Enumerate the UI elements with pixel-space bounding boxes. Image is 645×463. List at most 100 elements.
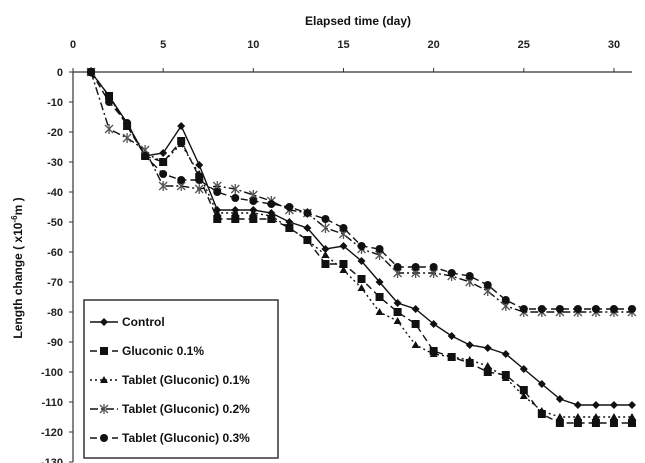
legend-item: Gluconic 0.1% xyxy=(90,344,204,358)
legend-swatch-marker xyxy=(100,376,108,383)
data-point xyxy=(573,413,582,420)
data-point xyxy=(375,308,384,315)
y-tick-label: -40 xyxy=(47,187,63,199)
y-tick-label: -60 xyxy=(47,247,63,259)
data-point xyxy=(537,305,546,313)
y-tick-label: -100 xyxy=(41,367,63,379)
data-point xyxy=(213,209,222,216)
legend-label: Tablet (Gluconic) 0.1% xyxy=(122,373,250,387)
data-point xyxy=(158,181,168,191)
y-axis-ticks: 0 -10 -20 -30 -40 -50 -60 -70 -80 -90 -100 -110 -120… xyxy=(41,67,73,463)
data-point xyxy=(519,386,528,394)
data-point xyxy=(339,224,348,232)
legend: Control Gluconic 0.1% Tablet (Gluconic) 0.… xyxy=(83,299,279,459)
data-point xyxy=(357,242,366,250)
data-point xyxy=(230,184,240,194)
data-point xyxy=(339,266,348,273)
data-point xyxy=(357,275,366,283)
data-point xyxy=(628,305,636,313)
y-axis-title-main: Length change ( x10 xyxy=(11,222,25,338)
data-point xyxy=(573,419,582,427)
y-tick-label: -50 xyxy=(47,217,63,229)
data-point xyxy=(105,98,114,106)
data-point xyxy=(159,170,168,178)
data-point xyxy=(483,368,492,376)
data-point xyxy=(195,176,204,184)
data-point xyxy=(194,184,204,194)
y-tick-label: -120 xyxy=(41,427,63,439)
data-point xyxy=(177,176,186,184)
data-point xyxy=(267,200,276,208)
data-point xyxy=(285,224,294,231)
legend-swatch-marker xyxy=(99,404,109,414)
legend-label: Tablet (Gluconic) 0.3% xyxy=(122,431,250,445)
data-point xyxy=(159,149,168,157)
data-point xyxy=(321,260,330,268)
data-point xyxy=(411,305,420,313)
data-point xyxy=(123,119,132,127)
data-point xyxy=(465,356,474,363)
y-tick-label: -20 xyxy=(47,127,63,139)
data-point xyxy=(321,215,330,223)
data-point xyxy=(519,365,528,373)
y-axis-title: Length change ( x10-6m ) xyxy=(10,197,25,338)
data-point xyxy=(501,350,510,358)
legend-label: Control xyxy=(122,315,165,329)
data-point xyxy=(375,293,384,301)
plot-frame xyxy=(72,71,632,462)
data-point xyxy=(375,278,384,286)
data-point xyxy=(573,401,582,409)
data-point xyxy=(195,161,204,169)
data-point xyxy=(447,332,456,340)
data-point xyxy=(231,209,240,216)
legend-swatch-marker xyxy=(100,347,108,355)
x-tick-label: 5 xyxy=(160,39,166,51)
data-point xyxy=(537,380,546,388)
data-point xyxy=(555,413,564,420)
legend-item: Tablet (Gluconic) 0.1% xyxy=(90,373,250,387)
y-tick-label: 0 xyxy=(57,67,63,79)
data-point xyxy=(411,341,420,348)
data-point xyxy=(465,341,474,349)
data-point xyxy=(628,413,636,420)
y-tick-label: -70 xyxy=(47,277,63,289)
data-point xyxy=(321,245,330,253)
data-point xyxy=(357,257,366,265)
data-point xyxy=(213,215,222,223)
data-point xyxy=(177,140,186,147)
x-tick-label: 20 xyxy=(428,39,440,51)
data-point xyxy=(483,344,492,352)
legend-item: Tablet (Gluconic) 0.2% xyxy=(90,402,250,416)
data-point xyxy=(555,305,564,313)
y-axis-title-end: m ) xyxy=(11,197,25,215)
data-point xyxy=(231,215,240,223)
data-point xyxy=(141,152,150,160)
data-point xyxy=(105,92,114,99)
legend-item: Control xyxy=(90,315,165,329)
data-point xyxy=(249,215,258,223)
data-point xyxy=(231,194,240,202)
data-point xyxy=(104,124,114,134)
data-point xyxy=(429,350,438,357)
y-tick-label: -110 xyxy=(42,397,63,409)
x-tick-label: 30 xyxy=(608,39,620,51)
data-point xyxy=(501,296,510,304)
data-point xyxy=(303,209,312,217)
data-point xyxy=(411,320,420,328)
y-tick-label: -80 xyxy=(47,307,63,319)
data-point xyxy=(429,263,438,271)
data-point xyxy=(393,299,402,307)
data-point xyxy=(609,413,618,420)
y-tick-label: -90 xyxy=(47,337,63,349)
data-point xyxy=(303,224,312,232)
data-point xyxy=(609,419,618,427)
data-point xyxy=(465,272,474,280)
x-tick-label: 10 xyxy=(247,39,259,51)
data-point xyxy=(591,413,600,420)
data-point xyxy=(249,197,258,205)
data-point xyxy=(303,236,312,243)
data-point xyxy=(195,170,204,177)
data-point xyxy=(357,284,366,291)
data-point xyxy=(628,401,636,409)
